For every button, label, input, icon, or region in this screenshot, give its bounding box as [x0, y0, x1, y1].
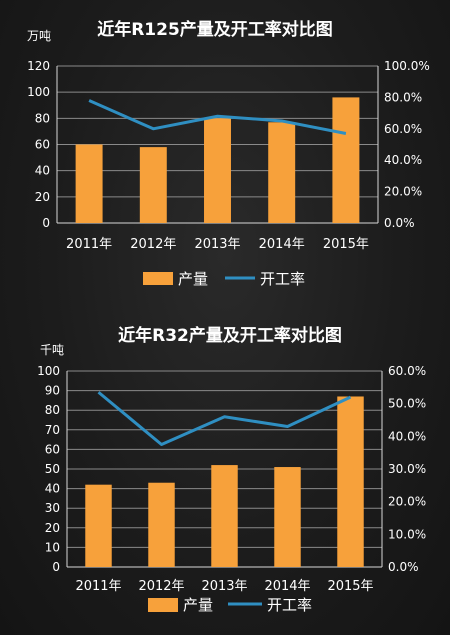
y2-tick-label: 60.0%	[388, 364, 426, 378]
y-tick-label: 10	[45, 540, 60, 554]
y2-tick-label: 60.0%	[384, 122, 422, 136]
y2-tick-label: 40.0%	[384, 153, 422, 167]
y-tick-label: 80	[35, 111, 50, 125]
legend-bar-swatch	[143, 272, 173, 285]
chart-r32-plot: 0 10 20 30 40 50 60 70 80 90 100 0.0% 10.0% 20.0% 30.0…	[37, 364, 426, 594]
y-tick-label: 120	[27, 59, 50, 73]
chart-r32-legend: 产量 开工率	[148, 596, 312, 614]
chart-r125-title: 近年R125产量及开工率对比图	[97, 19, 333, 40]
y-tick-label: 20	[45, 521, 60, 535]
chart-r32-title: 近年R32产量及开工率对比图	[118, 325, 342, 346]
y-tick-label: 40	[35, 164, 50, 178]
y-tick-label: 100	[37, 364, 60, 378]
chart-r125-unit-label: 万吨	[27, 29, 51, 43]
chart-r32: 近年R32产量及开工率对比图 千吨 0 10 20 30 40 50 60 70 80 90 100…	[37, 325, 426, 614]
y2-tick-label: 0.0%	[388, 560, 419, 574]
chart-r125-legend: 产量 开工率	[143, 270, 305, 288]
y2-tick-label: 50.0%	[388, 397, 426, 411]
x-tick-label: 2012年	[130, 237, 176, 252]
chart-r32-unit-label: 千吨	[40, 343, 64, 357]
x-tick-label: 2014年	[264, 579, 310, 594]
y-tick-label: 30	[45, 501, 60, 515]
y-tick-label: 70	[45, 423, 60, 437]
y-tick-label: 50	[45, 462, 60, 476]
x-tick-label: 2013年	[194, 237, 240, 252]
utilization-line	[97, 391, 352, 446]
y2-tick-label: 30.0%	[388, 462, 426, 476]
y2-tick-label: 100.0%	[384, 59, 430, 73]
chart-r125-plot: 0 20 40 60 80 100 120 0.0% 20.0% 40.0% 60.0% 80.0% 1…	[27, 59, 430, 252]
bar-2014年	[268, 122, 296, 223]
bar-2012年	[139, 147, 167, 223]
bar-2015年	[337, 396, 364, 567]
bar-2012年	[148, 482, 175, 567]
y-tick-label: 0	[42, 216, 50, 230]
legend-bar-swatch	[148, 598, 178, 612]
x-tick-label: 2011年	[66, 237, 112, 252]
y-tick-label: 40	[45, 482, 60, 496]
legend-bar-label: 产量	[183, 596, 213, 614]
bar-2011年	[75, 144, 103, 223]
y2-tick-label: 10.0%	[388, 527, 426, 541]
x-tick-label: 2015年	[327, 579, 373, 594]
bar-2011年	[85, 484, 112, 567]
x-tick-label: 2015年	[323, 237, 369, 252]
y2-tick-label: 20.0%	[384, 185, 422, 199]
y2-tick-label: 0.0%	[384, 216, 415, 230]
x-tick-label: 2012年	[138, 579, 184, 594]
x-tick-label: 2013年	[201, 579, 247, 594]
bar-2013年	[204, 118, 231, 223]
legend-bar-label: 产量	[178, 270, 208, 288]
bar-2014年	[274, 467, 301, 567]
chart-r125: 近年R125产量及开工率对比图 万吨 0 20 40 60 80 100 120 0.0% 20…	[27, 19, 430, 288]
legend-line-label: 开工率	[267, 596, 312, 614]
bar-2015年	[332, 97, 360, 223]
x-tick-label: 2011年	[75, 579, 121, 594]
y2-tick-label: 80.0%	[384, 90, 422, 104]
legend-line-label: 开工率	[260, 270, 305, 288]
y-tick-label: 0	[52, 560, 60, 574]
y-tick-label: 100	[27, 85, 50, 99]
y-tick-label: 60	[35, 138, 50, 152]
y-tick-label: 90	[45, 384, 60, 398]
x-tick-label: 2014年	[259, 237, 305, 252]
y2-tick-label: 40.0%	[388, 429, 426, 443]
bar-2013年	[211, 465, 238, 567]
y-tick-label: 60	[45, 442, 60, 456]
y-tick-label: 20	[35, 190, 50, 204]
y-tick-label: 80	[45, 403, 60, 417]
y2-tick-label: 20.0%	[388, 495, 426, 509]
